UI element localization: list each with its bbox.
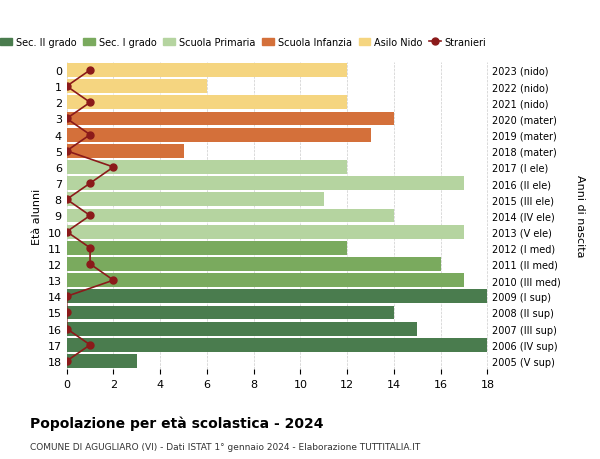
Text: Popolazione per età scolastica - 2024: Popolazione per età scolastica - 2024 bbox=[30, 415, 323, 430]
Legend: Sec. II grado, Sec. I grado, Scuola Primaria, Scuola Infanzia, Asilo Nido, Stran: Sec. II grado, Sec. I grado, Scuola Prim… bbox=[0, 34, 490, 52]
Bar bbox=[67, 129, 371, 142]
Bar bbox=[67, 193, 324, 207]
Bar bbox=[67, 290, 487, 303]
Y-axis label: Età alunni: Età alunni bbox=[32, 188, 42, 244]
Bar bbox=[67, 306, 394, 319]
Bar bbox=[67, 241, 347, 255]
Bar bbox=[67, 64, 347, 78]
Bar bbox=[67, 177, 464, 190]
Text: COMUNE DI AGUGLIARO (VI) - Dati ISTAT 1° gennaio 2024 - Elaborazione TUTTITALIA.: COMUNE DI AGUGLIARO (VI) - Dati ISTAT 1°… bbox=[30, 442, 420, 451]
Bar bbox=[67, 96, 347, 110]
Y-axis label: Anni di nascita: Anni di nascita bbox=[575, 175, 585, 257]
Bar bbox=[67, 80, 207, 94]
Bar bbox=[67, 225, 464, 239]
Bar bbox=[67, 209, 394, 223]
Bar bbox=[67, 257, 441, 271]
Bar bbox=[67, 112, 394, 126]
Bar bbox=[67, 322, 418, 336]
Bar bbox=[67, 145, 184, 158]
Bar bbox=[67, 274, 464, 287]
Bar bbox=[67, 338, 487, 352]
Bar bbox=[67, 161, 347, 174]
Bar bbox=[67, 354, 137, 368]
